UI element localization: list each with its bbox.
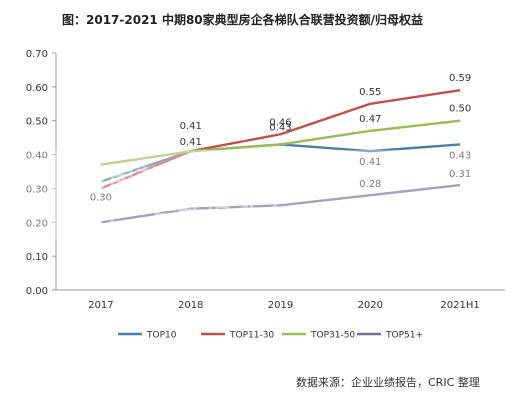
chart-title: 图：2017-2021 中期80家典型房企各梯队合联营投资额/归母权益 — [62, 12, 423, 27]
x-tick-label: 2018 — [178, 300, 203, 311]
data-label: 0.31 — [449, 169, 471, 180]
legend-label: TOP51+ — [385, 331, 423, 341]
watermark-line-1: 新房营销和服务也均衡 — [80, 165, 360, 197]
x-tick-label: 2020 — [358, 300, 383, 311]
x-tick-label: 2017 — [88, 300, 113, 311]
data-label: 0.59 — [449, 73, 471, 84]
watermark-line-2: 上升，有效提升企业运营能 — [65, 203, 401, 235]
legend-label: TOP10 — [146, 331, 177, 341]
y-tick-label: 0.50 — [26, 117, 48, 128]
watermark-overlay: 新房营销和服务也均衡 上升，有效提升企业运营能 — [0, 150, 517, 240]
legend: TOP10 TOP11-30 TOP31-50 TOP51+ — [118, 331, 423, 341]
data-labels: 0.41 0.43 0.41 0.43 0.30 0.41 0.46 0.55 0.59 0.47… — [90, 73, 471, 203]
y-tick-label: 0.40 — [26, 151, 48, 162]
data-label: 0.43 — [449, 150, 471, 161]
data-label: 0.50 — [449, 104, 471, 115]
y-tick-label: 0.20 — [26, 218, 48, 229]
x-tick-label: 2019 — [268, 300, 293, 311]
y-tick-label: 0.10 — [26, 252, 48, 263]
data-label: 0.46 — [269, 117, 291, 128]
series-line-top51+ — [100, 183, 461, 224]
legend-label: TOP11-30 — [229, 331, 274, 341]
y-tick-label: 0.60 — [26, 83, 48, 94]
data-label: 0.30 — [90, 192, 112, 203]
legend-label: TOP31-50 — [310, 331, 355, 341]
series-line-top11-30 — [100, 89, 461, 190]
data-label: 0.47 — [359, 114, 381, 125]
data-label: 0.43 — [269, 122, 291, 133]
series-line-top31-50 — [100, 119, 461, 166]
data-label: 0.55 — [359, 87, 381, 98]
axes: 0.00 0.10 0.20 0.30 0.40 0.50 0.60 0.70 2017 2018… — [26, 49, 505, 311]
data-label: 0.41 — [359, 157, 381, 168]
data-label: 0.41 — [180, 121, 202, 132]
x-tick-label: 2021H1 — [440, 300, 479, 311]
series-group — [100, 89, 461, 224]
source-note: 数据来源：企业业绩报告，CRIC 整理 — [296, 375, 480, 389]
data-label: 0.41 — [180, 137, 202, 148]
y-tick-label: 0.30 — [26, 184, 48, 195]
y-tick-label: 0.70 — [26, 49, 48, 60]
y-tick-label: 0.00 — [26, 286, 48, 297]
data-label: 0.28 — [359, 179, 381, 190]
